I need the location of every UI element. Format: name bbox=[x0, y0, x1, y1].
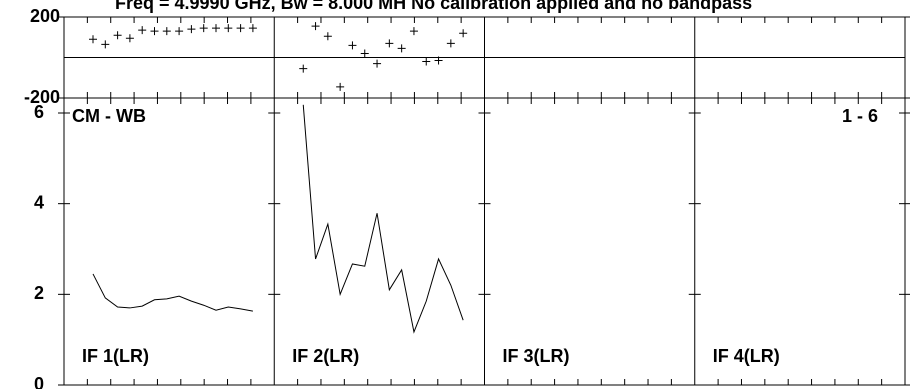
phase-point bbox=[311, 22, 320, 31]
phase-point bbox=[175, 27, 184, 36]
annotation: CM - WB bbox=[72, 106, 146, 126]
annotation: 1 - 6 bbox=[842, 106, 878, 126]
phase-point bbox=[89, 35, 97, 44]
chart-title: Freq = 4.9990 GHz, Bw = 8.000 MH No cali… bbox=[115, 0, 752, 13]
y-tick-label: 2 bbox=[34, 283, 44, 303]
phase-point bbox=[224, 24, 233, 33]
phase-point bbox=[434, 56, 443, 65]
y-tick-label: 6 bbox=[34, 102, 44, 122]
phase-point bbox=[397, 44, 406, 53]
amplitude-line bbox=[92, 273, 253, 312]
phase-point bbox=[336, 82, 345, 91]
phase-point bbox=[360, 49, 369, 58]
phase-point bbox=[422, 57, 431, 66]
phase-point bbox=[373, 59, 382, 68]
panel-label: IF 1(LR) bbox=[82, 346, 149, 366]
y-tick-label: 0 bbox=[34, 374, 44, 389]
amplitude-line bbox=[302, 104, 464, 334]
phase-point bbox=[113, 31, 122, 40]
phase-point bbox=[348, 41, 357, 50]
phase-point bbox=[162, 27, 171, 36]
phase-point bbox=[101, 40, 110, 49]
phase-point bbox=[248, 24, 257, 33]
phase-point bbox=[236, 24, 245, 33]
phase-point bbox=[199, 24, 208, 33]
phase-point bbox=[409, 27, 418, 36]
y-tick-label: 4 bbox=[34, 192, 44, 212]
phase-point bbox=[459, 29, 468, 38]
phase-point bbox=[299, 64, 308, 73]
phase-point bbox=[385, 39, 394, 48]
y-tick-label: -200 bbox=[24, 87, 60, 107]
panel-label: IF 2(LR) bbox=[292, 346, 359, 366]
y-tick-label: 200 bbox=[30, 6, 60, 26]
phase-point bbox=[446, 39, 455, 48]
phase-point bbox=[138, 26, 147, 35]
phase-point bbox=[212, 24, 220, 33]
phase-point bbox=[125, 34, 134, 43]
phase-point bbox=[150, 27, 159, 36]
phase-point bbox=[187, 25, 196, 34]
panel-label: IF 3(LR) bbox=[503, 346, 570, 366]
panel-label: IF 4(LR) bbox=[713, 346, 780, 366]
phase-point bbox=[323, 32, 332, 41]
